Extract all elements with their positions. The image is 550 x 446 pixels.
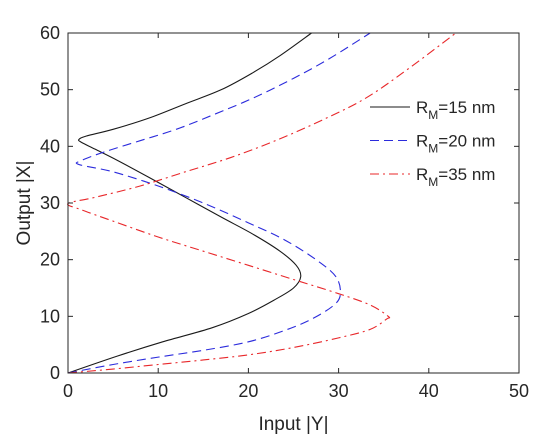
legend-label-subscript: M [428, 142, 438, 156]
legend-label-rest: =35 nm [438, 165, 495, 184]
series-line-2 [67, 32, 371, 374]
y-tick-label: 20 [40, 250, 60, 270]
legend-label-rest: =20 nm [438, 132, 495, 151]
series-curves [67, 32, 457, 374]
legend-label-1: RM=15 nm [416, 98, 495, 122]
series-line-1 [67, 32, 312, 374]
legend-label-main: R [416, 165, 428, 184]
x-tick-label: 40 [419, 381, 439, 401]
y-tick-label: 50 [40, 80, 60, 100]
y-tick-label: 40 [40, 136, 60, 156]
y-tick-label: 10 [40, 306, 60, 326]
series-line-3 [67, 32, 457, 374]
x-tick-label: 0 [63, 381, 73, 401]
legend-label-2: RM=20 nm [416, 132, 495, 156]
x-tick-label: 20 [238, 381, 258, 401]
legend-label-subscript: M [428, 108, 438, 122]
x-tick-label: 10 [148, 381, 168, 401]
x-tick-label: 30 [329, 381, 349, 401]
x-tick-label: 50 [509, 381, 529, 401]
legend-label-rest: =15 nm [438, 98, 495, 117]
y-tick-label: 0 [50, 363, 60, 383]
y-axis-ticks: 0 10 20 30 40 50 60 [40, 23, 519, 383]
y-tick-label: 60 [40, 23, 60, 43]
x-axis-ticks: 0 10 20 30 40 50 [63, 33, 529, 401]
legend-label-main: R [416, 132, 428, 151]
plot-area [68, 33, 519, 373]
legend-label-3: RM=35 nm [416, 165, 495, 189]
legend-label-subscript: M [428, 175, 438, 189]
legend-label-main: R [416, 98, 428, 117]
y-tick-label: 30 [40, 193, 60, 213]
y-axis-title: Output |X| [14, 161, 35, 246]
x-axis-title: Input |Y| [258, 414, 328, 435]
